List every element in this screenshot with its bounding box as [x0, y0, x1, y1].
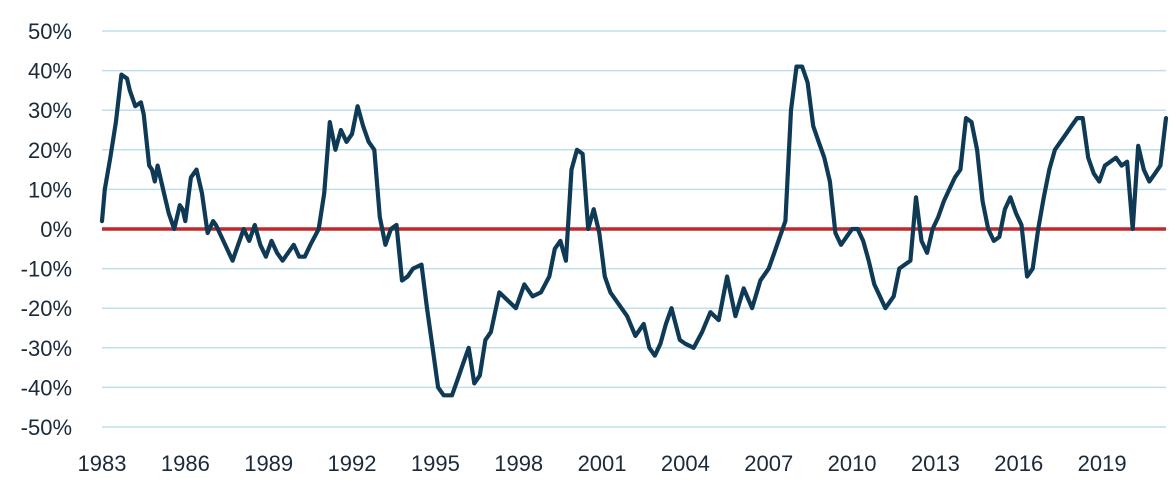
x-tick-label: 1986 [161, 451, 210, 476]
y-tick-label: -30% [21, 336, 72, 361]
x-tick-label: 1992 [328, 451, 377, 476]
y-tick-label: 40% [28, 59, 72, 84]
y-tick-label: 20% [28, 138, 72, 163]
x-tick-label: 2013 [911, 451, 960, 476]
x-tick-label: 1998 [494, 451, 543, 476]
y-tick-label: -20% [21, 296, 72, 321]
y-tick-label: -10% [21, 257, 72, 282]
y-tick-label: 10% [28, 177, 72, 202]
x-tick-label: 1989 [244, 451, 293, 476]
y-tick-label: -50% [21, 415, 72, 440]
x-tick-label: 2016 [994, 451, 1043, 476]
series-line [99, 64, 1169, 398]
y-tick-label: -40% [21, 375, 72, 400]
y-axis-tick-labels: 50% 40% 30% 20% 10% 0% -10% -20% -30% -40% -50% [21, 19, 72, 440]
y-tick-label: 50% [28, 19, 72, 44]
y-tick-label: 0% [40, 217, 72, 242]
x-tick-label: 1995 [411, 451, 460, 476]
x-tick-label: 1983 [78, 451, 127, 476]
x-axis-tick-labels: 1983 1986 1989 1992 1995 1998 2001 2004 2007 2010… [78, 451, 1127, 476]
x-tick-label: 2004 [661, 451, 710, 476]
x-tick-label: 2019 [1078, 451, 1127, 476]
y-tick-label: 30% [28, 98, 72, 123]
x-tick-label: 2007 [744, 451, 793, 476]
x-tick-label: 2001 [578, 451, 627, 476]
x-tick-label: 2010 [828, 451, 877, 476]
